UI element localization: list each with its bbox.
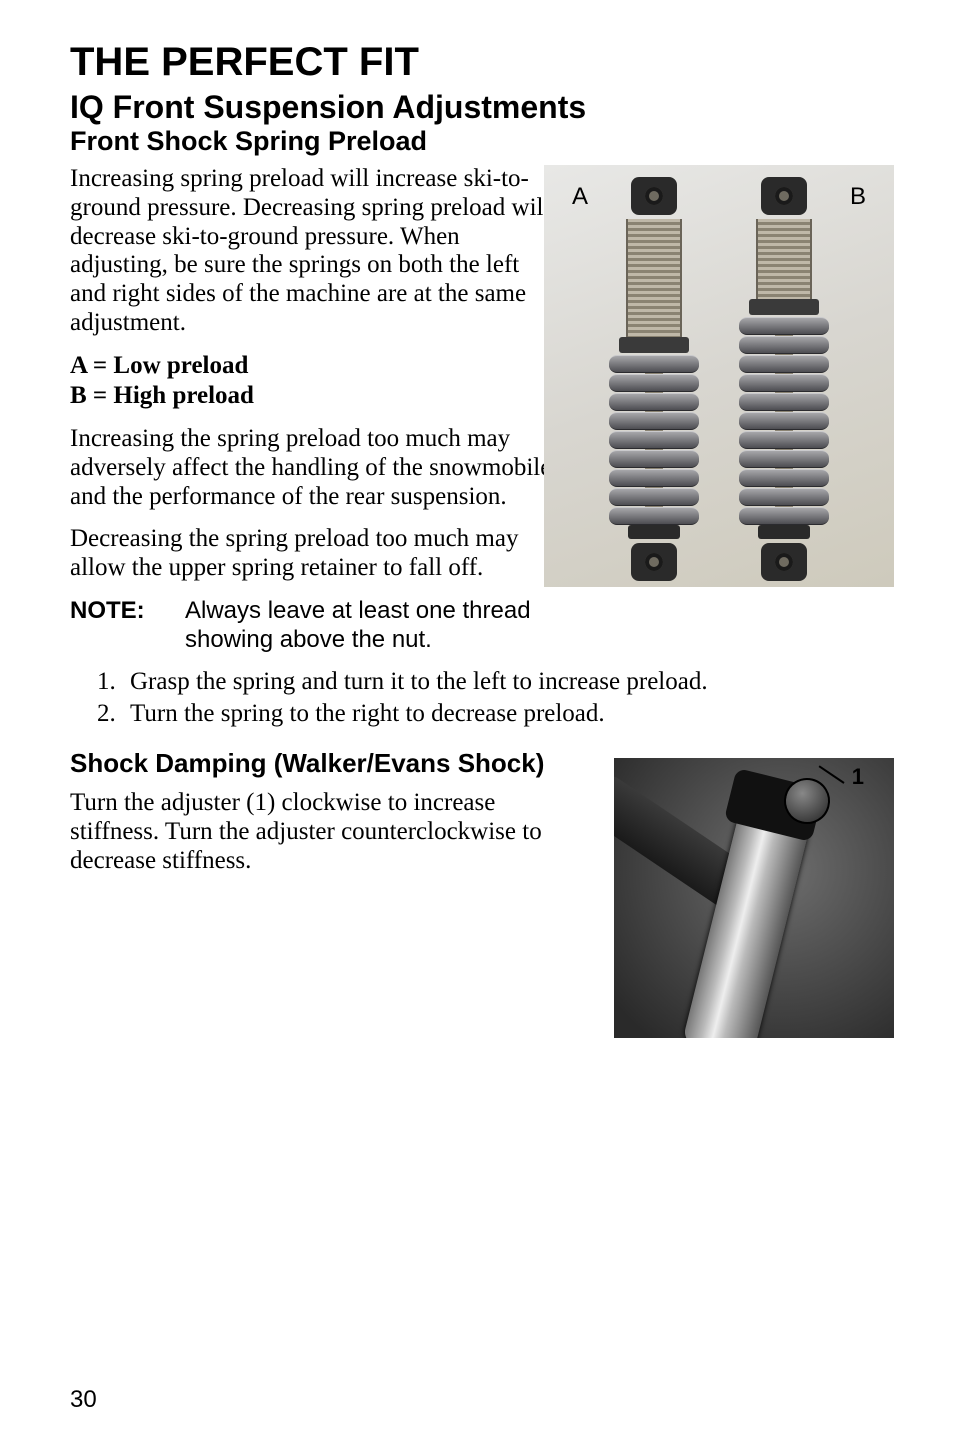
figure-damping-adjuster: 1 xyxy=(614,758,894,1038)
note-text: Always leave at least one thread showing… xyxy=(185,597,560,655)
subheading-preload: Front Shock Spring Preload xyxy=(70,126,894,157)
paragraph-2: Increasing the spring preload too much m… xyxy=(70,425,560,511)
legend-a: A = Low preload xyxy=(70,352,560,381)
note-label: NOTE: xyxy=(70,597,165,625)
figure-2-image: 1 xyxy=(614,758,894,1038)
shock-b-graphic xyxy=(734,177,834,573)
figure-1-label-a: A xyxy=(572,183,588,211)
figure-1-image: A B xyxy=(544,165,894,587)
page-number: 30 xyxy=(70,1386,97,1414)
figure-1-label-b: B xyxy=(850,183,866,211)
paragraph-1: Increasing spring preload will increase … xyxy=(70,165,560,338)
figure-2-callout-1: 1 xyxy=(852,764,864,790)
steps-list: Grasp the spring and turn it to the left… xyxy=(70,668,894,728)
paragraph-4: Turn the adjuster (1) clockwise to incre… xyxy=(70,789,560,875)
step-2: Turn the spring to the right to decrease… xyxy=(122,700,894,728)
note-block: NOTE: Always leave at least one thread s… xyxy=(70,597,560,655)
shock-a-graphic xyxy=(604,177,704,573)
step-1: Grasp the spring and turn it to the left… xyxy=(122,668,894,696)
legend-b: B = High preload xyxy=(70,382,560,411)
section-heading: IQ Front Suspension Adjustments xyxy=(70,89,894,126)
page-title: THE PERFECT FIT xyxy=(70,40,894,85)
figure-shock-pair: A B xyxy=(544,165,894,587)
paragraph-3: Decreasing the spring preload too much m… xyxy=(70,525,560,583)
